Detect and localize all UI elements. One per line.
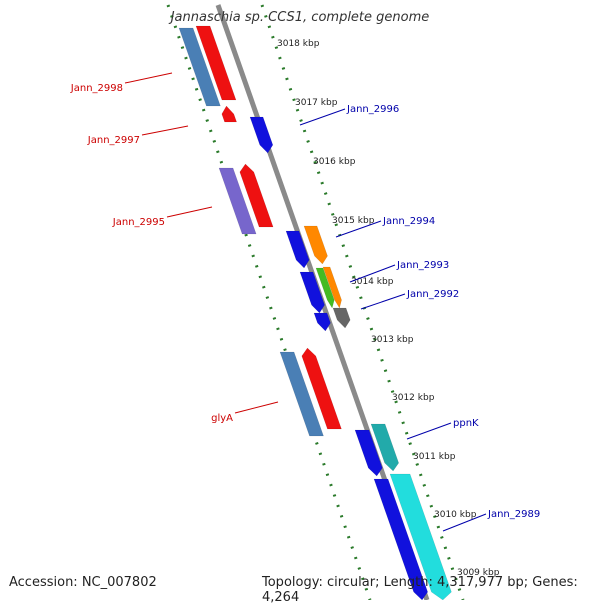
label-jann-2996[interactable]: Jann_2996: [346, 104, 399, 115]
tick-label-3009-kbp: 3009 kbp: [457, 568, 500, 578]
leader-jann-2995: [166, 206, 213, 218]
tick-label-3015-kbp: 3015 kbp: [332, 216, 375, 226]
gene-feature-jann-2993-9[interactable]: [315, 267, 335, 309]
gene-feature-jann-2995-4[interactable]: [218, 167, 257, 235]
genome-summary-text: Topology: circular; Length: 4,317,977 bp…: [262, 575, 578, 605]
gene-feature-jann-2996-3[interactable]: [249, 116, 274, 154]
label-jann-2998[interactable]: Jann_2998: [70, 83, 123, 94]
gene-feature-glya-14[interactable]: [301, 347, 342, 430]
gene-feature-ppnk-15[interactable]: [354, 429, 383, 477]
leader-glya: [234, 401, 279, 414]
leader-jann-2996: [299, 108, 346, 126]
gene-feature-jann-2997-2[interactable]: [221, 105, 237, 123]
right-ruler-line: [260, 4, 465, 600]
gene-labels: Jann_2998 Jann_2997 Jann_2995 glyA Jann_2996…: [70, 83, 540, 520]
gene-feature-jann-2989-18[interactable]: [389, 473, 452, 600]
leader-jann-2989: [442, 513, 487, 532]
label-glya[interactable]: glyA: [211, 413, 233, 424]
label-jann-2992[interactable]: Jann_2992: [406, 289, 459, 300]
gene-feature-jann-2989-17[interactable]: [373, 478, 428, 600]
tick-label-3018-kbp: 3018 kbp: [277, 39, 320, 49]
tick-label-3014-kbp: 3014 kbp: [351, 277, 394, 287]
label-jann-2994[interactable]: Jann_2994: [382, 216, 435, 227]
genome-title: Jannaschia sp. CCS1, complete genome: [170, 10, 430, 25]
tick-label-3013-kbp: 3013 kbp: [371, 335, 414, 345]
leader-jann-2998: [124, 72, 173, 84]
leader-jann-2994: [335, 220, 382, 238]
label-ppnk[interactable]: ppnK: [453, 418, 479, 429]
label-jann-2989[interactable]: Jann_2989: [487, 509, 540, 520]
gene-feature-jann-2993-8[interactable]: [299, 271, 325, 314]
gene-feature-ppnk-16[interactable]: [370, 423, 399, 472]
label-jann-2995[interactable]: Jann_2995: [112, 217, 165, 228]
leader-jann-2993: [349, 264, 396, 283]
gene-feature-jann-2998-0[interactable]: [178, 27, 221, 107]
label-jann-2997[interactable]: Jann_2997: [87, 135, 140, 146]
leader-ppnk: [406, 422, 452, 440]
tick-label-3012-kbp: 3012 kbp: [392, 393, 435, 403]
gene-feature-jann-2993-10[interactable]: [322, 266, 342, 309]
gene-feature-jann-2992-11[interactable]: [313, 312, 331, 332]
accession-text: Accession: NC_007802: [9, 575, 157, 590]
leader-jann-2997: [141, 125, 189, 136]
tick-label-3017-kbp: 3017 kbp: [295, 98, 338, 108]
tick-label-3016-kbp: 3016 kbp: [313, 157, 356, 167]
label-jann-2993[interactable]: Jann_2993: [396, 260, 449, 271]
gene-feature-jann-2998-1[interactable]: [195, 25, 237, 101]
gene-features: [178, 25, 452, 600]
gene-feature-jann-2994-7[interactable]: [303, 225, 328, 265]
leader-jann-2992: [360, 293, 406, 310]
gene-feature-jann-2992-12[interactable]: [332, 307, 351, 329]
tick-label-3011-kbp: 3011 kbp: [413, 452, 456, 462]
gene-feature-jann-2994-6[interactable]: [285, 230, 310, 269]
gene-feature-glya-13[interactable]: [279, 351, 324, 437]
gene-feature-jann-2995-5[interactable]: [239, 163, 274, 228]
label-leader-lines: [124, 72, 487, 532]
tick-label-3010-kbp: 3010 kbp: [434, 510, 477, 520]
kbp-ticks: 3018 kbp 3017 kbp 3016 kbp 3015 kbp 3014 kbp…: [277, 39, 500, 578]
